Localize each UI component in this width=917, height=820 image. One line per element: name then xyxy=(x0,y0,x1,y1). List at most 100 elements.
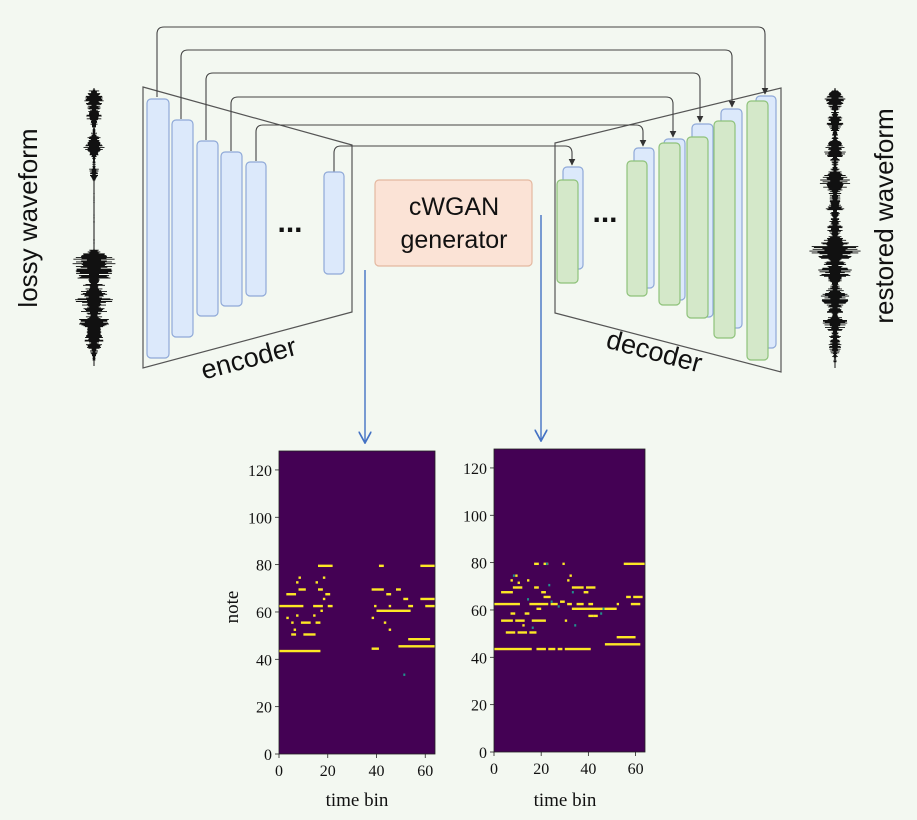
note-0-22 xyxy=(388,604,392,608)
faint-note-1-6 xyxy=(557,605,560,608)
skip-connection-6 xyxy=(333,145,576,172)
note-1-41 xyxy=(510,579,513,582)
ytick-label-1-5: 100 xyxy=(463,508,487,525)
note-1-36 xyxy=(512,586,523,589)
faint-note-1-5 xyxy=(571,591,574,594)
output-pianoroll-chart: 0 20 40 60 80 100 120 0 20 40 60 time bin xyxy=(463,448,646,811)
ytick-label-0-1: 20 xyxy=(256,700,272,717)
note-1-15 xyxy=(588,614,594,618)
input-pianoroll-ylabel: note xyxy=(222,591,243,624)
note-0-37 xyxy=(298,576,301,579)
note-1-17 xyxy=(510,612,516,615)
note-1-29 xyxy=(560,600,565,603)
note-1-22 xyxy=(529,602,549,606)
note-1-16 xyxy=(593,614,598,618)
faint-note-1-9 xyxy=(531,626,534,629)
note-0-21 xyxy=(374,604,377,608)
encoder-layer-4 xyxy=(220,151,243,307)
input-pianoroll-chart: 0 20 40 60 80 100 120 0 20 40 60 note time bin xyxy=(222,450,436,811)
ytick-label-1-1: 20 xyxy=(471,698,487,715)
note-1-46 xyxy=(534,562,539,566)
note-1-14 xyxy=(564,619,568,622)
note-0-9 xyxy=(300,621,311,624)
note-0-11 xyxy=(383,621,387,624)
note-0-1 xyxy=(371,647,379,650)
generator-label-line2: generator xyxy=(400,226,507,254)
note-1-18 xyxy=(524,612,530,615)
decoder-green-blocks xyxy=(556,100,769,361)
note-0-10 xyxy=(315,621,321,624)
faint-note-1-3 xyxy=(527,598,530,601)
note-0-41 xyxy=(420,564,435,568)
note-1-19 xyxy=(536,607,542,611)
restored-waveform-label: restored waveform xyxy=(869,108,899,323)
note-1-12 xyxy=(515,619,525,622)
ytick-label-0-6: 120 xyxy=(248,463,272,480)
skip-connection-5 xyxy=(255,124,647,161)
encoder-layer-3 xyxy=(196,140,219,317)
note-1-28 xyxy=(630,602,641,606)
encoder-layer-1 xyxy=(146,98,170,359)
note-0-23 xyxy=(408,604,414,608)
skip-connection-1 xyxy=(156,26,769,97)
note-0-7 xyxy=(388,628,392,631)
note-1-48 xyxy=(562,562,565,566)
note-1-2 xyxy=(548,647,556,651)
plot-frame-0 xyxy=(278,450,436,755)
note-0-32 xyxy=(318,588,323,591)
note-0-14 xyxy=(296,614,299,617)
note-1-10 xyxy=(522,624,525,627)
note-1-4 xyxy=(564,647,591,651)
faint-note-1-8 xyxy=(574,624,577,627)
xtick-label-0-3: 60 xyxy=(417,763,433,780)
note-0-25 xyxy=(322,597,326,601)
input-pianoroll-xlabel: time bin xyxy=(326,790,389,811)
encoder-ellipsis: ... xyxy=(277,206,302,239)
note-1-9 xyxy=(529,631,537,634)
skip-connection-2 xyxy=(180,49,736,119)
note-0-30 xyxy=(386,593,392,596)
faint-note-0-0 xyxy=(403,673,406,676)
ytick-label-0-3: 60 xyxy=(256,605,272,622)
note-0-34 xyxy=(396,588,401,591)
note-1-11 xyxy=(501,619,513,622)
encoder-layer-5 xyxy=(245,161,267,297)
note-1-26 xyxy=(588,602,594,606)
note-0-8 xyxy=(291,621,294,624)
note-1-34 xyxy=(541,591,546,594)
note-0-12 xyxy=(286,616,289,620)
ytick-label-0-0: 0 xyxy=(264,747,272,764)
note-1-5 xyxy=(604,643,641,646)
skip-connection-3 xyxy=(205,72,704,140)
note-1-24 xyxy=(567,602,572,606)
decoder-layer-3 xyxy=(658,142,681,306)
faint-note-1-1 xyxy=(545,562,548,566)
plot-frame-1 xyxy=(493,448,646,753)
decoder-layer-1 xyxy=(556,179,579,284)
note-0-19 xyxy=(313,604,323,608)
ytick-label-1-0: 0 xyxy=(479,745,487,762)
note-1-40 xyxy=(517,581,520,584)
note-1-43 xyxy=(567,579,570,582)
note-0-13 xyxy=(371,616,375,620)
note-0-4 xyxy=(291,633,297,636)
decoder-layer-6 xyxy=(746,100,769,361)
generator-label-line1: cWGAN xyxy=(409,193,499,221)
encoder-blocks xyxy=(146,98,345,359)
note-0-26 xyxy=(403,597,409,601)
xtick-label-0-1: 20 xyxy=(320,763,336,780)
restored-waveform-graphic xyxy=(809,88,861,368)
xtick-label-1-1: 20 xyxy=(533,761,549,778)
note-1-31 xyxy=(626,595,631,599)
faint-note-1-10 xyxy=(602,607,605,611)
note-1-6 xyxy=(616,636,636,639)
xtick-label-1-2: 40 xyxy=(580,761,596,778)
faint-note-1-7 xyxy=(600,612,603,615)
note-1-42 xyxy=(527,579,530,582)
decoder-layer-5 xyxy=(713,120,736,339)
faint-note-1-4 xyxy=(550,600,553,603)
note-0-6 xyxy=(293,628,297,631)
ytick-label-1-2: 40 xyxy=(471,650,487,667)
xtick-label-1-0: 0 xyxy=(490,761,498,778)
